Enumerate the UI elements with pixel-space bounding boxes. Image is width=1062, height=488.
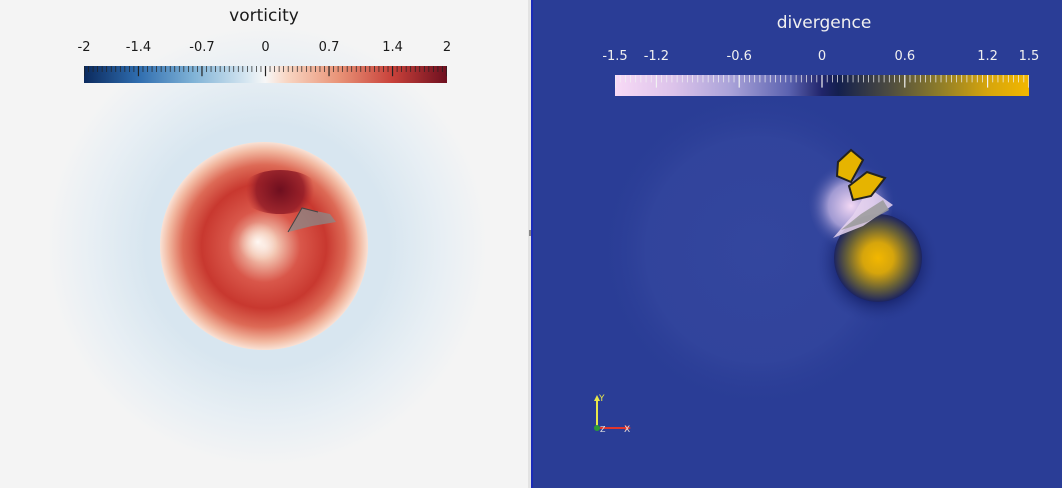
orientation-axes: Y X Z [594, 394, 631, 435]
vorticity-colorbar-ticks [84, 66, 447, 77]
colorbar-label: -0.7 [189, 40, 215, 55]
colorbar-label: 0 [817, 49, 827, 64]
divergence-field [598, 90, 940, 410]
view-splitter[interactable] [528, 0, 533, 488]
vorticity-colorbar-labels: -2 -1.4 -0.7 0 0.7 1.4 2 [78, 40, 452, 55]
vorticity-colorbar[interactable] [84, 66, 447, 83]
divergence-colorbar[interactable] [615, 75, 1029, 96]
vorticity-field [47, 26, 487, 466]
colorbar-label: -1.4 [125, 40, 152, 55]
colorbar-label: 1.5 [1018, 49, 1040, 64]
render-view-divergence[interactable]: divergence -1.5 -1.2 -0.6 0 0.6 1.2 1.5 Y X Z [533, 0, 1062, 488]
divergence-colorbar-ticks [615, 75, 1029, 88]
colorbar-label: 0 [261, 40, 270, 55]
render-view-vorticity[interactable]: vorticity -2 -1.4 -0.7 0 0.7 1.4 2 [0, 0, 528, 488]
colorbar-label: -1.2 [643, 49, 670, 64]
colorbar-label: -1.5 [602, 49, 628, 64]
z-axis-label: Z [600, 425, 606, 434]
colorbar-label: -0.6 [726, 49, 752, 64]
z-axis-marker [594, 425, 600, 431]
colorbar-label: 0.6 [894, 49, 916, 64]
vorticity-colorbar-title: vorticity [229, 6, 299, 26]
colorbar-label: 1.2 [977, 49, 998, 64]
colorbar-label: 1.4 [382, 40, 403, 55]
divergence-colorbar-labels: -1.5 -1.2 -0.6 0 0.6 1.2 1.5 [602, 49, 1039, 64]
divergence-colorbar-title: divergence [776, 13, 872, 33]
x-axis-label: X [624, 425, 630, 435]
colorbar-label: -2 [77, 40, 91, 55]
colorbar-label: 2 [442, 40, 452, 55]
colorbar-label: 0.7 [318, 40, 340, 55]
splitter-grip[interactable] [529, 230, 531, 236]
y-axis-label: Y [598, 394, 605, 404]
